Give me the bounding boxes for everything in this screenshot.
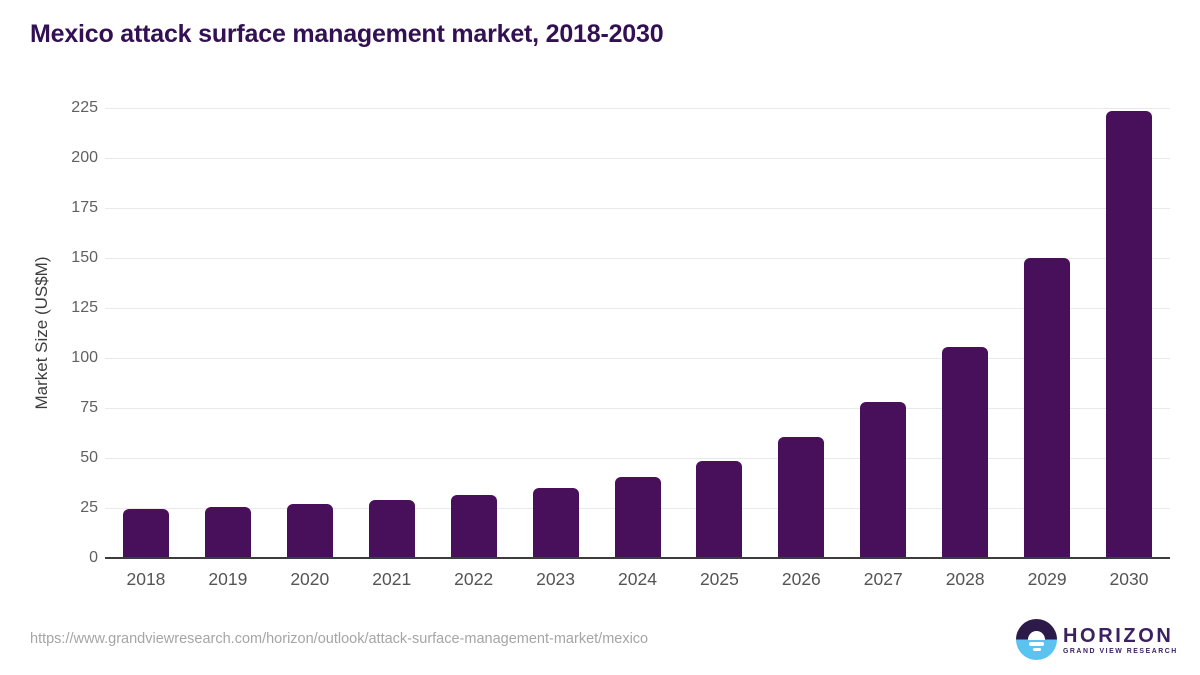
x-tick-label: 2026	[781, 569, 821, 589]
bar-2019	[204, 506, 251, 558]
x-tick-label: 2019	[208, 569, 248, 589]
y-tick-label: 125	[71, 299, 98, 316]
bar-2018	[122, 509, 169, 558]
x-tick-label: 2021	[372, 569, 412, 589]
y-tick-label: 225	[71, 99, 98, 116]
bar-2026	[778, 436, 825, 558]
x-tick-label: 2029	[1027, 569, 1067, 589]
bar-2028	[942, 347, 989, 558]
bar-2023	[532, 488, 579, 558]
y-tick-label: 100	[71, 349, 98, 366]
y-axis-title: Market Size (US$M)	[32, 256, 51, 410]
sun-icon	[1028, 630, 1045, 640]
x-tick-label: 2024	[618, 569, 657, 589]
y-tick-label: 175	[71, 199, 98, 216]
x-tick-label: 2020	[290, 569, 330, 589]
y-tick-label: 25	[80, 499, 98, 516]
x-tick-label: 2025	[699, 569, 739, 589]
logo-subtext: GRAND VIEW RESEARCH	[1063, 647, 1178, 655]
sun-reflection-icon	[1029, 642, 1044, 646]
x-tick-label: 2027	[863, 569, 903, 589]
gridline-50	[105, 457, 1170, 459]
bar-2022	[450, 494, 497, 558]
chart-title: Mexico attack surface management market,…	[30, 20, 664, 48]
bar-2021	[368, 500, 415, 558]
gridline-150	[105, 257, 1170, 259]
source-url: https://www.grandviewresearch.com/horizo…	[30, 631, 649, 647]
bar-2025	[696, 460, 743, 558]
logo-name: HORIZON	[1063, 624, 1174, 647]
gridline-100	[105, 357, 1170, 359]
y-tick-label: 0	[89, 549, 98, 566]
bar-2027	[860, 401, 907, 558]
y-tick-label: 50	[80, 449, 98, 466]
sun-reflection-icon	[1032, 648, 1041, 651]
bar-2024	[614, 477, 661, 558]
x-tick-label: 2022	[454, 569, 494, 589]
logo-wordmark: HORIZON GRAND VIEW RESEARCH	[1063, 625, 1178, 655]
x-tick-label: 2028	[945, 569, 985, 589]
y-tick-label: 200	[71, 149, 98, 166]
y-tick-label: 150	[71, 249, 98, 266]
horizon-logo: HORIZON GRAND VIEW RESEARCH	[1016, 619, 1178, 660]
bar-2030	[1106, 110, 1153, 558]
gridline-75	[105, 407, 1170, 409]
x-tick-label: 2018	[126, 569, 166, 589]
x-tick-label: 2023	[536, 569, 576, 589]
x-axis-line	[105, 557, 1170, 559]
horizon-logo-icon	[1016, 619, 1057, 660]
gridline-225	[105, 107, 1170, 109]
bar-2020	[286, 504, 333, 558]
gridline-125	[105, 307, 1170, 309]
y-tick-label: 75	[80, 399, 98, 416]
gridline-200	[105, 157, 1170, 159]
gridline-175	[105, 207, 1170, 209]
x-tick-label: 2030	[1109, 569, 1149, 589]
bar-2029	[1024, 258, 1071, 558]
